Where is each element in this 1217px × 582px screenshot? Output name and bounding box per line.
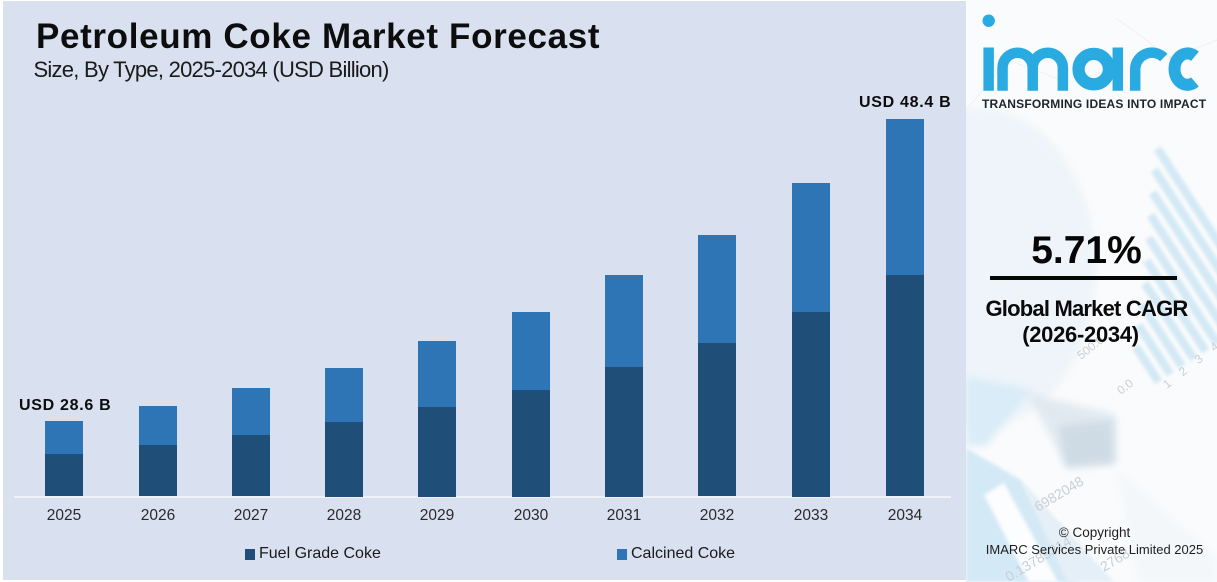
svg-text:0.0: 0.0 — [1114, 376, 1136, 398]
svg-text:6982048: 6982048 — [1031, 473, 1086, 515]
